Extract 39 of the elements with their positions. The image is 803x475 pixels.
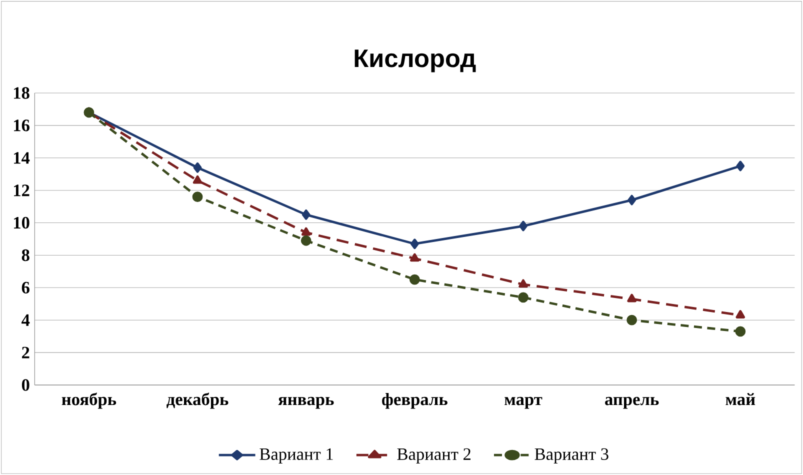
point [410, 238, 419, 250]
point [736, 310, 746, 318]
x-tick-label: апрель [605, 396, 659, 409]
x-tick-label: январь [278, 396, 334, 409]
point [518, 279, 528, 288]
point [736, 160, 745, 172]
legend-label: Вариант 3 [534, 448, 608, 464]
point [300, 235, 312, 246]
point [735, 326, 746, 337]
y-tick-label: 18 [14, 87, 30, 99]
point [627, 294, 636, 302]
point [519, 220, 528, 232]
y-tick-label: 10 [14, 216, 30, 229]
point [626, 314, 638, 326]
point [193, 162, 202, 173]
point [302, 209, 310, 220]
x-tick-label: декабрь [166, 392, 228, 409]
chart-title: Кислород [354, 50, 476, 72]
point [518, 292, 528, 303]
y-tick-label: 4 [22, 314, 30, 326]
point [192, 192, 203, 202]
y-tick-label: 14 [14, 152, 30, 164]
y-tick-label: 2 [22, 346, 30, 358]
x-tick-label: март [504, 396, 542, 409]
point [192, 175, 202, 184]
point [301, 227, 311, 236]
point [409, 274, 420, 285]
y-tick-label: 8 [22, 249, 30, 262]
y-tick-label: 6 [22, 282, 30, 294]
legend-label: Вариант 2 [397, 448, 470, 464]
x-tick-label: ноябрь [62, 392, 116, 409]
y-tick-label: 16 [14, 120, 30, 132]
x-tick-label: май [726, 393, 756, 406]
x-tick-label: февраль [382, 393, 448, 409]
y-tick-label: 0 [22, 379, 30, 391]
point [628, 194, 636, 206]
legend-label: Вариант 1 [260, 448, 333, 464]
point [410, 253, 420, 262]
y-tick-label: 12 [14, 184, 30, 196]
